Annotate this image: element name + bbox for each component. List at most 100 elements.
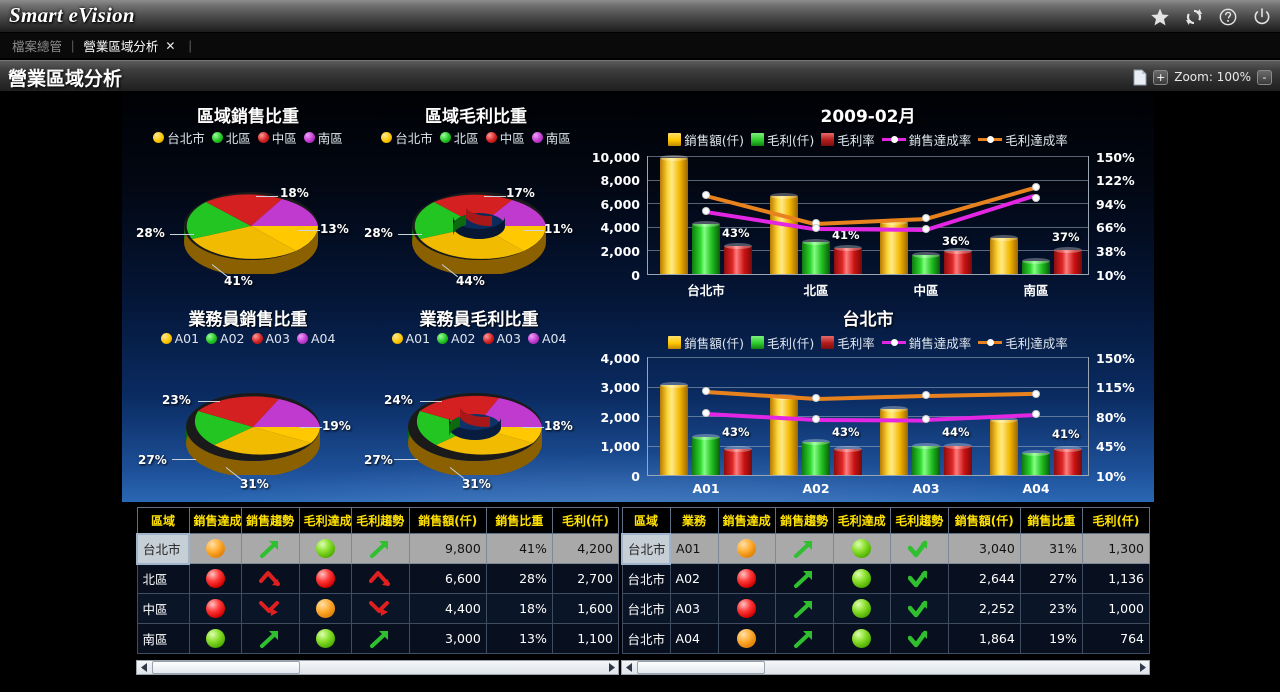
refresh-icon[interactable] [1184,7,1204,27]
pie-graphic [184,192,318,274]
region-table[interactable]: 區域 銷售達成 銷售趨勢 毛利達成 毛利趨勢 銷售額(仟) 銷售比重 毛利(仟) 台北市 9,80… [135,507,620,654]
scroll-left-button[interactable] [137,661,151,674]
legend-item: A01 [160,331,199,346]
line-marker [1032,183,1040,191]
legend-line-icon [978,337,1003,348]
trend-down-icon [369,600,390,616]
help-icon[interactable] [1218,7,1238,27]
table-row[interactable]: 南區 3,000 13% 1,100 [136,623,620,654]
bar-margin [944,443,972,475]
status-cell [188,593,242,624]
bar-profit [802,239,830,274]
status-lamp-orange [315,599,335,618]
table-row[interactable]: 北區 6,600 28% 2,700 [136,563,620,594]
tab-strip: 檔案總管 | 營業區域分析 ✕ | [0,33,1280,59]
trend-check-icon [908,540,928,557]
column-header[interactable]: 銷售額(仟) [947,507,1021,534]
column-header[interactable]: 銷售比重 [485,507,553,534]
line-marker [812,224,820,232]
scroll-thumb[interactable] [637,661,765,674]
value-cell: 4,200 [551,533,620,564]
column-header[interactable]: 區域 [621,507,671,534]
column-header[interactable]: 毛利(仟) [1081,507,1151,534]
legend-swatch-icon [821,133,835,146]
scroll-left-button[interactable] [622,661,636,674]
bar-margin [834,245,862,274]
table-row[interactable]: 台北市 A02 2,644 27% 1,136 [621,563,1151,594]
legend-label: 毛利(仟) [766,336,815,351]
column-header[interactable]: 銷售額(仟) [408,507,487,534]
tab-file-explorer[interactable]: 檔案總管 [12,39,63,54]
bar-margin [944,248,972,274]
x-axis [647,274,1089,275]
column-header[interactable]: 銷售趨勢 [774,507,834,534]
scroll-right-button[interactable] [1135,661,1149,674]
bar-data-label: 36% [942,234,970,248]
trend-cell [240,623,300,654]
status-cell [717,563,776,594]
region-table-panel: 區域 銷售達成 銷售趨勢 毛利達成 毛利趨勢 銷售額(仟) 銷售比重 毛利(仟) 台北市 9,80… [135,507,620,675]
table-header-row: 區域 業務 銷售達成 銷售趨勢 毛利達成 毛利趨勢 銷售額(仟) 銷售比重 毛利(仟) [621,507,1151,534]
y2-axis [1088,357,1089,476]
y-tick-label: 4,000 [600,220,640,235]
x-axis [647,475,1089,476]
table-row[interactable]: 台北市 A03 2,252 23% 1,000 [621,593,1151,624]
column-header[interactable]: 業務 [669,507,719,534]
legend-label: 銷售額(仟) [684,336,744,351]
bar-profit [692,221,720,274]
document-icon[interactable] [1133,69,1147,86]
column-header[interactable]: 銷售趨勢 [240,507,300,534]
status-lamp-green [315,539,335,558]
page-title: 營業區域分析 [8,68,123,90]
scroll-thumb[interactable] [152,661,300,674]
power-icon[interactable] [1252,7,1272,27]
legend-dot-icon [296,333,308,344]
leader-line [298,230,320,231]
column-header[interactable]: 區域 [136,507,190,534]
value-cell: 1,136 [1081,563,1151,594]
column-header[interactable]: 毛利(仟) [551,507,620,534]
table-row[interactable]: 台北市 A01 3,040 31% 1,300 [620,532,1151,565]
legend-label: 台北市 [167,131,205,146]
trend-up-red-icon [369,570,391,586]
gridline [648,203,1088,205]
table-row[interactable]: 中區 4,400 18% 1,600 [136,593,620,624]
tab-separator: | [71,38,75,53]
scroll-right-button[interactable] [604,661,618,674]
zoom-out-button[interactable]: - [1257,69,1272,85]
zoom-in-button[interactable]: + [1153,69,1169,85]
table-row[interactable]: 台北市 A04 1,864 19% 764 [621,623,1151,654]
plot-area: 0 2,000 4,000 6,000 8,000 10,000 10% 38%… [592,150,1135,298]
chart-title: 區域毛利比重 [425,107,527,127]
column-header[interactable]: 銷售達成 [188,507,242,534]
tab-close-icon[interactable]: ✕ [165,38,176,53]
table-row[interactable]: 台北市 9,800 41% 4,200 [135,532,620,565]
x-tick-label: A04 [1022,481,1050,496]
legend-item: 台北市 [153,128,205,147]
bar-sales [770,193,798,274]
tab-sales-region-analysis[interactable]: 營業區域分析 [83,39,159,54]
label-cell: 中區 [136,593,190,624]
dashboard-body: 區域銷售比重 台北市 北區 中區 南區 18% [0,92,1280,692]
x-tick-label: A03 [912,481,940,496]
trend-cell [774,563,834,594]
scroll-track[interactable] [151,661,604,674]
favorite-star-icon[interactable] [1150,7,1170,27]
salesrep-table[interactable]: 區域 業務 銷售達成 銷售趨勢 毛利達成 毛利趨勢 銷售額(仟) 銷售比重 毛利(仟) 台北市 A0… [620,507,1151,654]
column-header[interactable]: 銷售比重 [1019,507,1083,534]
column-header[interactable]: 銷售達成 [717,507,776,534]
column-header[interactable]: 毛利趨勢 [889,507,949,534]
leader-line [172,459,196,460]
region-table-hscrollbar[interactable] [136,660,619,675]
legend-item: 毛利率 [821,333,875,352]
column-header[interactable]: 毛利達成 [832,507,891,534]
trend-up-icon [370,540,389,558]
value-cell: 2,252 [947,593,1021,624]
column-header[interactable]: 毛利達成 [298,507,352,534]
y2-tick-label: 10% [1096,469,1126,484]
scroll-track[interactable] [636,661,1135,674]
salesrep-table-hscrollbar[interactable] [621,660,1150,675]
column-header[interactable]: 毛利趨勢 [350,507,410,534]
trend-cell [240,563,300,594]
label-cell: 台北市 [621,623,671,654]
